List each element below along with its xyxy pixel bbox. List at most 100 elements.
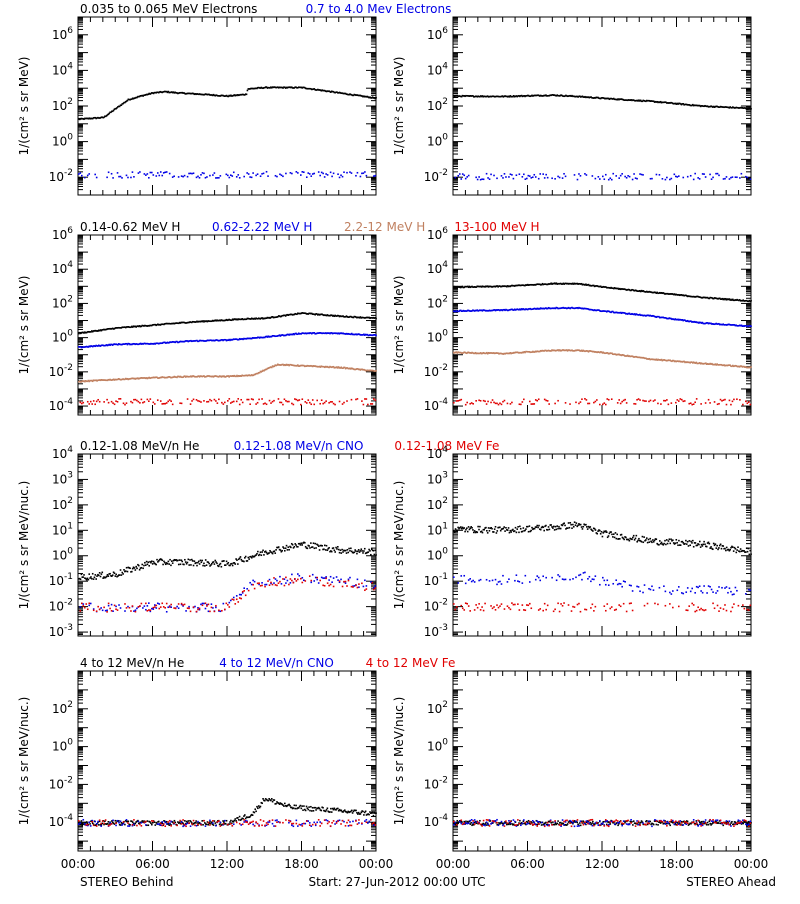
y-axis-label: 1/(cm² s sr MeV) (392, 57, 406, 156)
data-point (284, 550, 286, 552)
data-point (605, 174, 607, 176)
data-point (620, 403, 622, 405)
data-point (750, 404, 752, 406)
data-point (217, 402, 219, 404)
data-point (177, 560, 179, 562)
y-tick-label: 100 (52, 329, 73, 345)
legend-protons-0: 0.14-0.62 MeV H (80, 220, 180, 234)
data-point (519, 173, 521, 175)
data-point (308, 545, 310, 547)
data-point (671, 178, 673, 180)
data-point (700, 403, 702, 405)
data-point (197, 400, 199, 402)
data-point (91, 578, 93, 580)
data-point (251, 584, 253, 586)
data-point (280, 549, 282, 551)
data-point (659, 174, 661, 176)
data-point (639, 173, 641, 175)
data-point (164, 403, 166, 405)
data-point (261, 582, 263, 584)
data-point (293, 404, 295, 406)
data-point (155, 607, 157, 609)
data-point (157, 602, 159, 604)
data-point (337, 579, 339, 581)
data-point (626, 177, 628, 179)
data-point (569, 403, 571, 405)
data-point (292, 544, 294, 546)
data-point (306, 402, 308, 404)
data-point (504, 173, 506, 175)
data-point (584, 173, 586, 175)
data-point (130, 610, 132, 612)
data-point (340, 552, 342, 554)
data-point (231, 401, 233, 403)
data-point (557, 400, 559, 402)
data-point (256, 553, 258, 555)
data-point (374, 550, 376, 552)
data-point (642, 174, 644, 176)
data-point (225, 564, 227, 566)
data-point (213, 561, 215, 563)
data-point (239, 404, 241, 406)
data-point (84, 177, 86, 179)
data-point (223, 603, 225, 605)
data-point (369, 550, 371, 552)
data-point (454, 177, 456, 179)
data-point (364, 548, 366, 550)
data-point (340, 549, 342, 551)
data-point (702, 173, 704, 175)
data-point (169, 559, 171, 561)
data-point (366, 585, 368, 587)
data-point (285, 173, 287, 175)
data-point (112, 574, 114, 576)
data-point (536, 400, 538, 402)
data-point (120, 398, 122, 400)
data-point (745, 401, 747, 403)
data-point (327, 174, 329, 176)
data-point (539, 173, 541, 175)
data-point (523, 399, 525, 401)
data-point (653, 400, 655, 402)
data-point (319, 175, 321, 177)
data-point (642, 400, 644, 402)
y-tick-label: 106 (427, 26, 448, 42)
legend-protons-1: 0.62-2.22 MeV H (212, 220, 312, 234)
data-point (557, 176, 559, 178)
data-point (562, 177, 564, 179)
data-point (632, 179, 634, 181)
data-point (593, 402, 595, 404)
data-point (246, 588, 248, 590)
y-tick-label: 10-2 (424, 168, 448, 184)
data-point (339, 552, 341, 554)
data-point (119, 574, 121, 576)
data-point (172, 562, 174, 564)
data-point (361, 550, 363, 552)
data-point (187, 562, 189, 564)
data-point (602, 404, 604, 406)
data-point (327, 549, 329, 551)
data-point (126, 175, 128, 177)
data-point (169, 173, 171, 175)
data-point (164, 562, 166, 564)
data-point (234, 563, 236, 565)
data-point (724, 178, 726, 180)
data-point (82, 603, 84, 605)
data-point (563, 173, 565, 175)
data-point (363, 404, 365, 406)
data-point (147, 173, 149, 175)
data-point (366, 398, 368, 400)
data-point (730, 177, 732, 179)
data-point (115, 606, 117, 608)
data-point (291, 173, 293, 175)
data-point (249, 176, 251, 178)
data-point (504, 400, 506, 402)
data-point (510, 403, 512, 405)
data-point (595, 178, 597, 180)
y-tick-label: 10-4 (424, 397, 449, 413)
data-point (112, 177, 114, 179)
data-point (127, 177, 129, 179)
data-point (132, 605, 134, 607)
data-point (192, 560, 194, 562)
data-point (193, 172, 195, 174)
